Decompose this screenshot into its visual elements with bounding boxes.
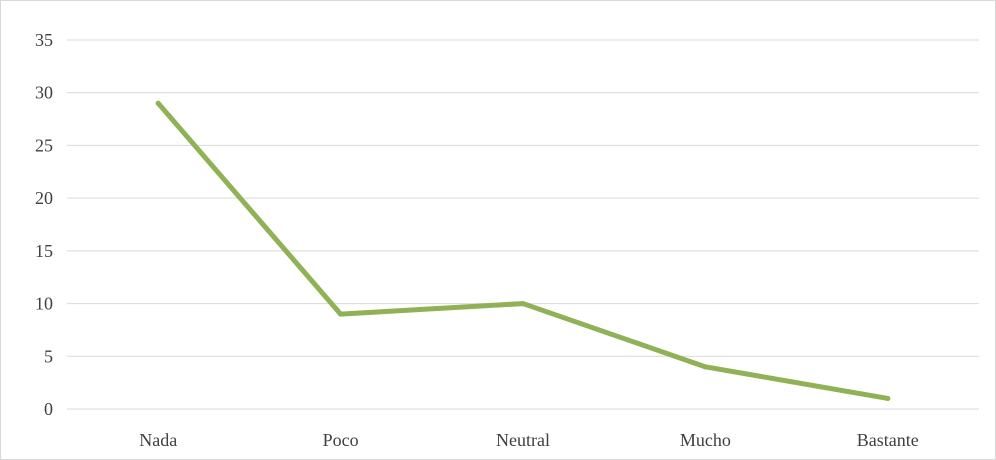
x-tick-label-bastante: Bastante [857,430,919,450]
y-tick-label-10: 10 [35,294,53,314]
data-point-nada [155,100,161,106]
data-point-neutral [520,301,526,307]
gridlines [67,39,979,410]
data-point-bastante [885,395,891,401]
x-tick-label-poco: Poco [323,430,359,450]
x-axis-tick-labels: Nada Poco Neutral Mucho Bastante [139,430,919,450]
y-axis-tick-labels: 0 5 10 15 20 25 30 35 [35,30,53,419]
x-tick-label-mucho: Mucho [680,430,731,450]
y-tick-label-20: 20 [35,188,53,208]
data-point-mucho [702,364,708,370]
x-tick-label-neutral: Neutral [496,430,550,450]
y-tick-label-5: 5 [44,346,53,366]
series-layer [155,100,891,401]
y-tick-label-35: 35 [35,30,53,50]
y-tick-label-25: 25 [35,135,53,155]
y-tick-label-30: 30 [35,83,53,103]
data-point-poco [338,311,344,317]
y-tick-label-15: 15 [35,241,53,261]
x-tick-label-nada: Nada [139,430,177,450]
y-tick-label-0: 0 [44,399,53,419]
